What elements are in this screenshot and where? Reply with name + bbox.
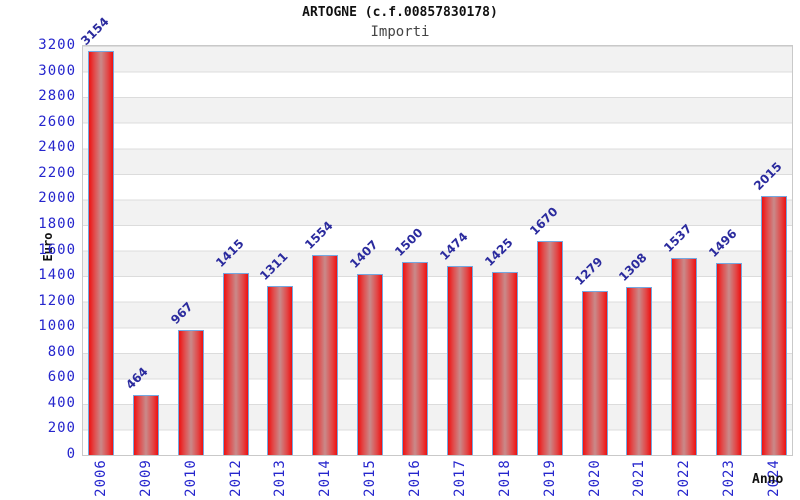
- bar-2022: [671, 258, 698, 455]
- x-tick-label-2012: 2012: [227, 459, 244, 497]
- bar-value-label: 464: [122, 364, 151, 392]
- chart-subtitle: Importi: [370, 24, 430, 40]
- x-axis-title: Anno: [752, 472, 784, 487]
- bar-value-label: 1500: [392, 225, 426, 259]
- x-tick-label-2023: 2023: [721, 459, 738, 497]
- bar-value-label: 1308: [616, 250, 651, 284]
- chart-title: ARTOGNE (c.f.00857830178): [302, 5, 498, 20]
- bar-2018: [491, 272, 518, 455]
- bar-2012: [222, 273, 249, 455]
- bar-2017: [446, 266, 473, 455]
- x-tick-label-2009: 2009: [137, 459, 154, 497]
- bar-2016: [402, 262, 429, 455]
- y-tick-label: 0: [66, 446, 76, 462]
- bar-2019: [536, 241, 563, 455]
- y-tick-label: 600: [47, 369, 76, 386]
- bar-value-label: 967: [167, 299, 196, 327]
- x-tick-label-2016: 2016: [407, 459, 424, 497]
- x-tick-label-2006: 2006: [93, 459, 109, 497]
- bar-value-label: 1425: [481, 235, 516, 269]
- x-tick-label-2020: 2020: [586, 459, 603, 497]
- x-tick-label-2017: 2017: [451, 459, 468, 497]
- bar-2023: [716, 263, 743, 455]
- x-tick-label-2022: 2022: [676, 459, 693, 497]
- y-tick-label: 3200: [38, 37, 76, 53]
- y-tick-label: 400: [47, 394, 76, 411]
- y-tick-label: 1400: [38, 267, 76, 284]
- bar-2014: [312, 255, 339, 455]
- bar-value-label: 1496: [706, 226, 740, 260]
- bar-2009: [132, 395, 159, 455]
- bar-value-label: 1554: [302, 218, 336, 252]
- y-tick-label: 2000: [38, 190, 76, 207]
- x-tick-label-2018: 2018: [496, 459, 513, 497]
- bar-2006: [88, 51, 114, 455]
- bar-value-label: 2015: [751, 159, 785, 193]
- bar-value-label: 1474: [437, 229, 471, 263]
- y-tick-label: 200: [47, 420, 76, 437]
- plot-area: 3154 464 967 1415 1311 1554 1407 1500 1474 1425 16…: [78, 14, 793, 456]
- y-tick-label: 2400: [38, 139, 76, 156]
- x-tick-label-2021: 2021: [631, 459, 648, 497]
- y-tick-label: 1800: [38, 215, 76, 232]
- bar-value-label: 1670: [526, 204, 561, 238]
- bar-2013: [267, 286, 294, 455]
- bar-2015: [357, 274, 384, 455]
- y-tick-label: 1200: [38, 292, 76, 309]
- x-tick-label-2013: 2013: [272, 459, 289, 497]
- bar-value-label: 1311: [257, 249, 292, 283]
- x-tick-label-2019: 2019: [541, 459, 558, 497]
- bar-value-label: 1537: [661, 221, 695, 255]
- y-tick-label: 3000: [38, 62, 76, 79]
- y-tick-label: 2200: [38, 164, 76, 181]
- x-tick-label-2015: 2015: [362, 459, 379, 497]
- bar-2021: [626, 287, 653, 455]
- y-tick-label: 1600: [38, 241, 76, 258]
- bar-2024: [761, 196, 787, 455]
- bar-value-label: 1415: [212, 236, 247, 270]
- bar-value-label: 1279: [571, 254, 606, 288]
- x-tick-label-2010: 2010: [182, 459, 199, 497]
- y-tick-label: 800: [47, 343, 76, 360]
- y-tick-label: 1000: [38, 318, 76, 335]
- y-tick-label: 2800: [38, 88, 76, 105]
- bar-2020: [581, 291, 608, 455]
- bar-2010: [177, 330, 204, 455]
- y-tick-label: 2600: [38, 113, 76, 130]
- bar-value-label: 1407: [347, 237, 381, 271]
- x-tick-label-2014: 2014: [317, 459, 334, 497]
